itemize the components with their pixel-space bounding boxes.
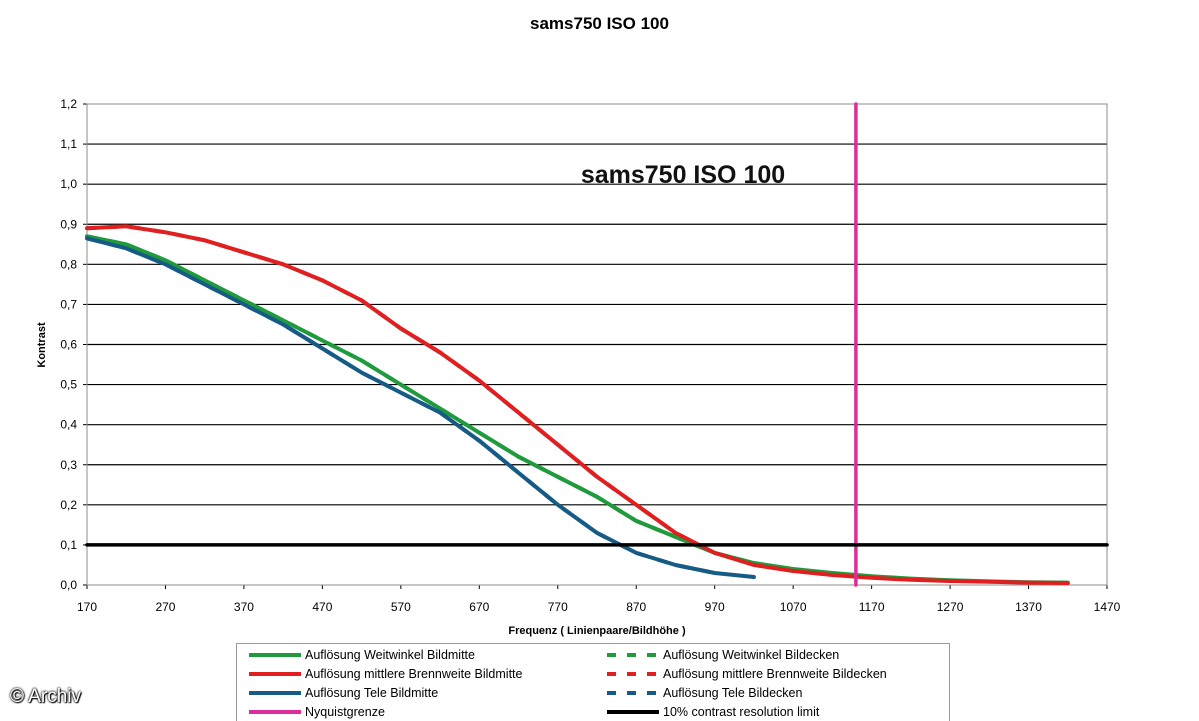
reference-lines [85, 102, 1109, 587]
y-tick-label: 0,9 [60, 217, 77, 231]
y-tick-label: 0,4 [60, 418, 77, 432]
x-tick-label: 970 [705, 600, 725, 614]
legend-label: 10% contrast resolution limit [663, 704, 820, 719]
x-tick-label: 170 [77, 600, 97, 614]
y-tick-labels: 0,0 0,1 0,2 0,3 0,4 0,5 0,6 0,7 0,8 0,9 1,0 1,1 1,2 [60, 97, 77, 592]
plot-area-border [86, 103, 1108, 586]
y-tick-label: 0,0 [60, 578, 77, 592]
legend-item: Auflösung Weitwinkel Bildecken [607, 645, 839, 664]
x-tick-label: 1270 [937, 600, 964, 614]
x-tick-label: 1170 [859, 600, 885, 614]
y-tick-label: 0,5 [60, 378, 77, 392]
series-lines [85, 224, 1070, 585]
grid-lines [83, 103, 1107, 586]
legend-label: Auflösung mittlere Brennweite Bildmitte [305, 666, 523, 681]
x-tick-label: 1070 [780, 600, 807, 614]
x-tick-label: 370 [234, 600, 254, 614]
legend-label: Auflösung Tele Bildecken [663, 685, 803, 700]
legend-swatch [249, 709, 301, 714]
chart-plot: sams750 ISO 100 0,0 0,1 0,2 0,3 0,4 0,5 0,6 0,7… [36, 97, 1121, 637]
x-tick-label: 770 [548, 600, 568, 614]
y-axis-title: Kontrast [36, 322, 48, 368]
legend-swatch [607, 652, 659, 657]
x-tick-label: 1370 [1015, 600, 1042, 614]
series-line-aufl-sung-tele-bildmitte [85, 236, 756, 579]
y-tick-label: 0,6 [60, 338, 77, 352]
series-line-aufl-sung-mittlere-brennweite-bildmitte [85, 224, 1070, 585]
y-tick-label: 0,3 [60, 458, 77, 472]
copyright-watermark: © Archiv [10, 686, 82, 707]
legend-item: Nyquistgrenze [249, 702, 385, 721]
legend-label: Nyquistgrenze [305, 704, 385, 719]
legend-swatch [607, 690, 659, 695]
y-tick-label: 1,2 [60, 97, 77, 111]
y-tick-label: 1,1 [60, 137, 77, 151]
legend-label: Auflösung Weitwinkel Bildmitte [305, 647, 475, 662]
series-line-aufl-sung-weitwinkel-bildmitte [85, 234, 1070, 585]
legend-item: Auflösung mittlere Brennweite Bildmitte [249, 664, 522, 683]
legend-item: Auflösung mittlere Brennweite Bildecken [607, 664, 887, 683]
chart-legend: Auflösung Weitwinkel Bildmitte Auflösung … [236, 643, 950, 721]
x-axis-title: Frequenz ( Linienpaare/Bildhöhe ) [508, 625, 686, 637]
x-tick-label: 470 [312, 600, 332, 614]
legend-label: Auflösung Tele Bildmitte [305, 685, 439, 700]
x-tick-label: 870 [626, 600, 646, 614]
inner-chart-title: sams750 ISO 100 [581, 161, 785, 189]
legend-swatch [249, 652, 301, 657]
x-tick-labels: 170 270 370 470 570 670 770 870 970 1070 1170 1270 1… [77, 600, 1121, 614]
y-tick-label: 0,7 [60, 297, 77, 311]
legend-swatch [607, 671, 659, 676]
legend-swatch [607, 709, 659, 714]
y-tick-label: 0,1 [60, 538, 77, 552]
legend-label: Auflösung Weitwinkel Bildecken [663, 647, 840, 662]
x-tick-label: 270 [155, 600, 175, 614]
legend-item: Auflösung Tele Bildecken [607, 683, 802, 702]
y-tick-label: 1,0 [60, 177, 77, 191]
legend-swatch [249, 690, 301, 695]
y-tick-label: 0,2 [60, 498, 77, 512]
x-tick-label: 570 [391, 600, 411, 614]
x-tick-marks [86, 585, 1108, 589]
legend-item: 10% contrast resolution limit [607, 702, 819, 721]
x-tick-label: 1470 [1094, 600, 1121, 614]
legend-item: Auflösung Tele Bildmitte [249, 683, 438, 702]
chart-title: sams750 ISO 100 [530, 14, 669, 33]
legend-swatch [249, 671, 301, 676]
series-line-aufl-sung-tele-bildecken [86, 236, 716, 575]
x-tick-label: 670 [469, 600, 489, 614]
y-tick-label: 0,8 [60, 257, 77, 271]
legend-label: Auflösung mittlere Brennweite Bildecken [663, 666, 887, 681]
legend-item: Auflösung Weitwinkel Bildmitte [249, 645, 475, 664]
